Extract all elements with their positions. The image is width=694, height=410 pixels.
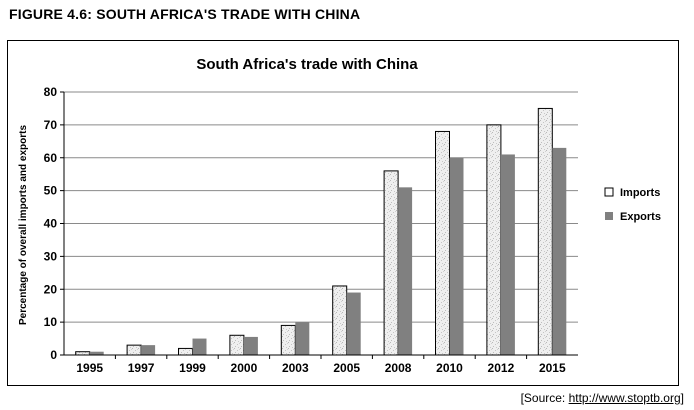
y-tick-label: 20 xyxy=(44,282,58,296)
bars xyxy=(75,107,567,356)
x-tick-label: 2008 xyxy=(385,361,412,375)
x-tick-label: 2010 xyxy=(436,361,463,375)
x-tick-label: 1995 xyxy=(76,361,103,375)
bar-exports-2003 xyxy=(295,322,310,355)
x-tick-label: 2003 xyxy=(282,361,309,375)
bar-imports-2000 xyxy=(229,334,245,356)
legend-swatch-exports xyxy=(605,212,613,220)
legend-label-imports: Imports xyxy=(620,187,660,199)
y-tick-label: 70 xyxy=(44,118,58,132)
source-note: [Source: http://www.stoptb.org] xyxy=(521,391,684,405)
bar-exports-2000 xyxy=(243,336,258,355)
legend-label-exports: Exports xyxy=(620,211,661,223)
bar-imports-2012 xyxy=(486,124,502,356)
bar-imports-2005 xyxy=(332,285,348,356)
bar-exports-2015 xyxy=(552,147,567,355)
y-tick-label: 10 xyxy=(44,315,58,329)
bar-imports-2010 xyxy=(435,130,450,356)
y-tick-label: 40 xyxy=(44,217,58,231)
bar-exports-1997 xyxy=(141,345,156,355)
bar-imports-2003 xyxy=(280,324,296,356)
bar-imports-1997 xyxy=(126,344,142,356)
y-tick-label: 50 xyxy=(44,184,58,198)
source-prefix: [Source: xyxy=(520,391,569,405)
bar-exports-2008 xyxy=(398,187,413,355)
x-tick-label: 1999 xyxy=(179,361,206,375)
y-axis-label: Percentage of overall imports and export… xyxy=(18,125,29,325)
x-tick-label: 2000 xyxy=(231,361,258,375)
chart-frame xyxy=(7,40,679,386)
y-tick-label: 80 xyxy=(44,85,58,99)
bar-imports-2015 xyxy=(537,107,553,356)
bar-exports-2010 xyxy=(449,157,464,355)
x-tick-label: 1997 xyxy=(128,361,155,375)
legend: Imports Exports xyxy=(604,187,661,223)
figure-heading: FIGURE 4.6: SOUTH AFRICA'S TRADE WITH CH… xyxy=(9,6,361,22)
axes: 0 10 20 30 40 50 60 70 80 1995 1997 1999 2000 2003 200… xyxy=(44,85,578,375)
chart-title: South Africa's trade with China xyxy=(196,56,418,73)
x-tick-label: 2015 xyxy=(539,361,566,375)
bar-imports-1999 xyxy=(178,347,193,356)
y-tick-label: 60 xyxy=(44,151,58,165)
x-tick-label: 2005 xyxy=(333,361,360,375)
bar-exports-1999 xyxy=(192,338,207,355)
bar-exports-2012 xyxy=(500,154,515,355)
y-tick-label: 0 xyxy=(50,348,57,362)
legend-swatch-imports xyxy=(604,187,614,197)
bar-exports-2005 xyxy=(346,292,361,355)
source-link[interactable]: http://www.stoptb.org xyxy=(568,391,681,405)
bar-imports-2008 xyxy=(383,170,399,356)
x-tick-label: 2012 xyxy=(488,361,515,375)
source-suffix: ] xyxy=(680,391,684,405)
y-tick-label: 30 xyxy=(44,249,58,263)
bar-exports-1995 xyxy=(89,351,104,355)
